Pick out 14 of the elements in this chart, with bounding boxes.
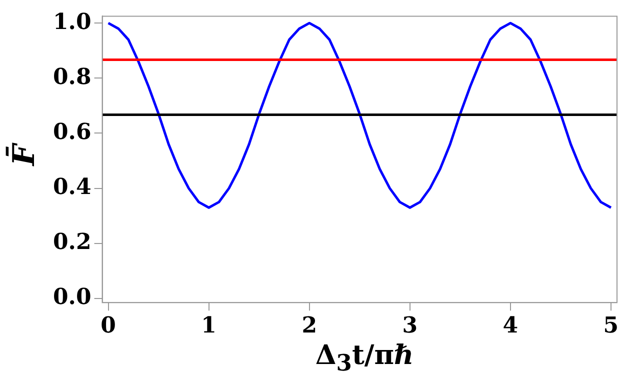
y-tick-label: 0.0 bbox=[52, 284, 92, 310]
y-tick-label: 0.2 bbox=[52, 229, 92, 256]
y-axis-title: F̄ bbox=[4, 142, 43, 168]
y-tick-label: 1.0 bbox=[52, 8, 92, 35]
x-tick-label: 5 bbox=[603, 312, 619, 339]
x-axis-title: Δ$_{3}$t/πℏ bbox=[314, 340, 415, 376]
y-tick-label: 0.6 bbox=[52, 118, 92, 145]
x-tick-label: 3 bbox=[402, 312, 418, 339]
x-tick-label: 0 bbox=[100, 312, 116, 339]
x-tick-label: 4 bbox=[502, 312, 518, 339]
x-tick-label: 2 bbox=[302, 312, 318, 339]
y-tick-label: 0.8 bbox=[52, 64, 92, 90]
y-tick-label: 0.4 bbox=[52, 174, 92, 200]
x-tick-label: 1 bbox=[201, 312, 216, 339]
